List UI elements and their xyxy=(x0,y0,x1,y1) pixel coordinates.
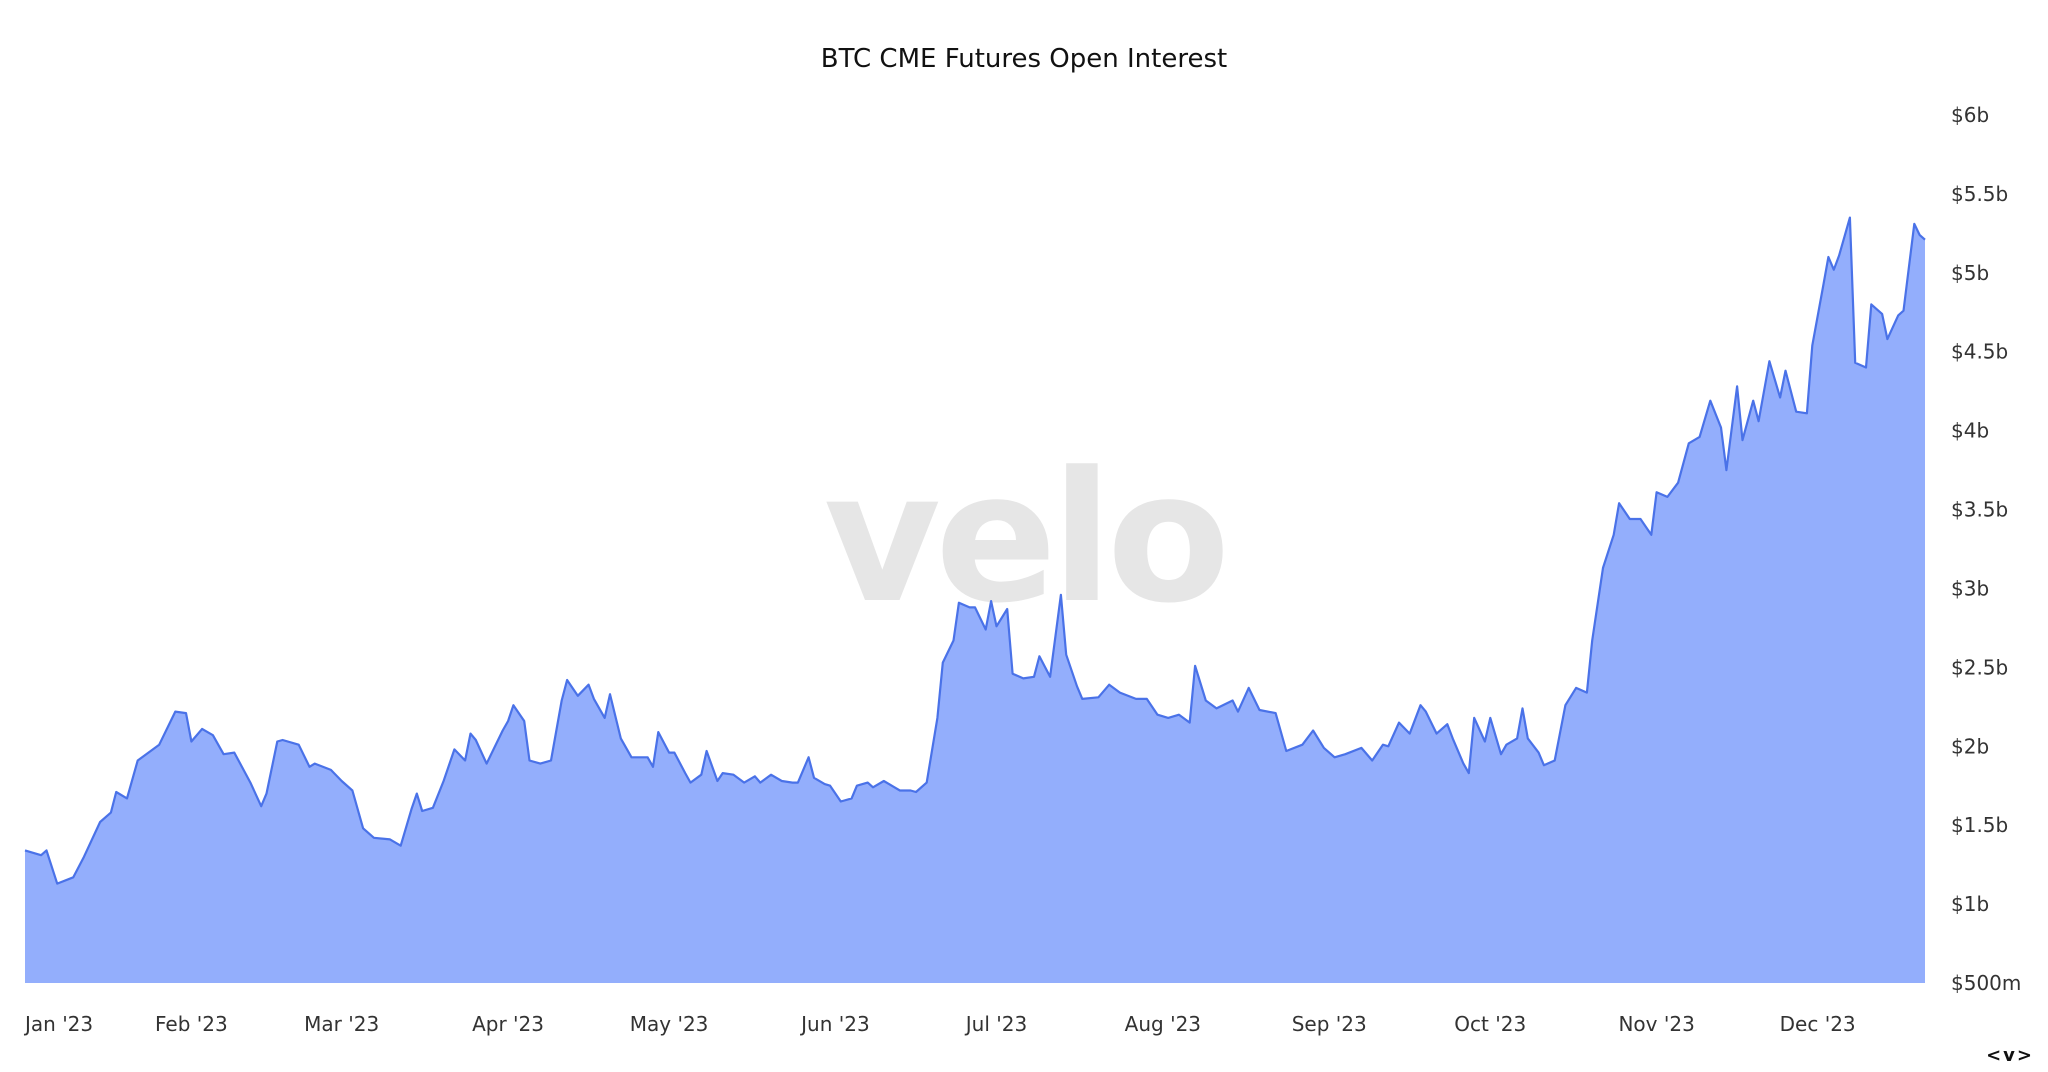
x-tick-label: Apr '23 xyxy=(472,1012,544,1036)
scroll-arrows-icon[interactable]: <v> xyxy=(1986,1045,2034,1066)
y-tick-label: $5.5b xyxy=(1951,182,2008,206)
x-tick-label: Mar '23 xyxy=(304,1012,379,1036)
y-tick-label: $500m xyxy=(1951,971,2021,995)
x-tick-label: Oct '23 xyxy=(1454,1012,1526,1036)
series-area xyxy=(25,217,1925,984)
y-tick-label: $3.5b xyxy=(1951,498,2008,522)
plot-area xyxy=(24,216,1926,984)
x-axis: Jan '23 Feb '23 Mar '23 Apr '23 May '23 Jun '… xyxy=(23,1012,1856,1036)
y-tick-label: $1b xyxy=(1951,892,1989,916)
x-tick-label: Feb '23 xyxy=(155,1012,228,1036)
chart-title: BTC CME Futures Open Interest xyxy=(820,44,1228,74)
x-tick-label: Jun '23 xyxy=(799,1012,870,1036)
series-line xyxy=(24,216,1926,885)
x-tick-label: Jan '23 xyxy=(23,1012,93,1036)
x-tick-label: Dec '23 xyxy=(1780,1012,1856,1036)
y-tick-label: $2.5b xyxy=(1951,655,2008,679)
y-tick-label: $2b xyxy=(1951,734,1989,758)
x-tick-label: Jul '23 xyxy=(964,1012,1027,1036)
x-tick-label: Aug '23 xyxy=(1125,1012,1201,1036)
y-tick-label: $6b xyxy=(1951,103,1989,127)
y-tick-label: $4.5b xyxy=(1951,340,2008,364)
y-tick-label: $5b xyxy=(1951,261,1989,285)
x-tick-label: May '23 xyxy=(630,1012,709,1036)
y-tick-label: $3b xyxy=(1951,576,1989,600)
y-axis: $500m $1b $1.5b $2b $2.5b $3b $3.5b $4b $4.5b $5b… xyxy=(1951,103,2021,995)
y-tick-label: $1.5b xyxy=(1951,813,2008,837)
watermark-logo: velo xyxy=(824,434,1225,643)
x-tick-label: Sep '23 xyxy=(1292,1012,1367,1036)
x-tick-label: Nov '23 xyxy=(1618,1012,1694,1036)
y-tick-label: $4b xyxy=(1951,419,1989,443)
